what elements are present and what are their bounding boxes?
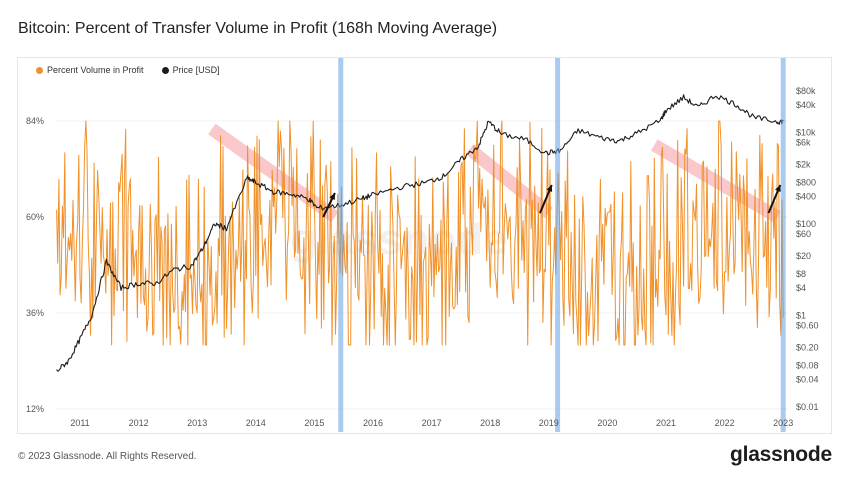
- copyright-footer: © 2023 Glassnode. All Rights Reserved.: [18, 451, 197, 462]
- x-tick-label: 2023: [773, 418, 793, 428]
- right-tick-label: $0.60: [796, 321, 819, 331]
- profit-line: [56, 120, 784, 346]
- right-tick-label: $6k: [796, 137, 811, 147]
- legend-item-price[interactable]: Price [USD]: [161, 65, 220, 75]
- left-tick-label: 84%: [26, 116, 44, 126]
- arrow-head-0: [329, 193, 335, 200]
- left-tick-label: 12%: [26, 404, 44, 414]
- x-tick-label: 2011: [70, 418, 89, 428]
- vertical-markers: [338, 58, 786, 432]
- x-tick-label: 2020: [597, 418, 617, 428]
- price-line: [56, 94, 784, 372]
- x-tick-label: 2014: [246, 418, 266, 428]
- x-tick-label: 2012: [129, 418, 149, 428]
- legend-dot-profit: [36, 66, 43, 74]
- right-tick-label: $2k: [796, 159, 811, 169]
- right-tick-label: $40k: [796, 100, 816, 110]
- profit-series: [56, 120, 784, 346]
- left-axis: 84% 60% 36% 12%: [26, 116, 44, 414]
- arrow-annotations: [322, 184, 782, 218]
- vertical-marker-2: [780, 58, 786, 432]
- right-tick-label: $800: [796, 178, 816, 188]
- x-tick-label: 2018: [480, 418, 500, 428]
- x-tick-label: 2017: [422, 418, 442, 428]
- right-tick-label: $0.20: [796, 342, 819, 352]
- legend-label-price: Price [USD]: [172, 65, 220, 75]
- right-tick-label: $4: [796, 283, 806, 293]
- x-tick-label: 2019: [539, 418, 559, 428]
- left-tick-label: 36%: [26, 308, 44, 318]
- x-tick-label: 2013: [187, 418, 207, 428]
- right-tick-label: $80k: [796, 86, 816, 96]
- arrow-head-1: [546, 185, 553, 192]
- x-tick-label: 2022: [715, 418, 735, 428]
- right-tick-label: $0.01: [796, 402, 819, 412]
- x-tick-label: 2015: [304, 418, 324, 428]
- right-tick-label: $20: [796, 251, 811, 261]
- right-tick-label: $0.08: [796, 361, 819, 371]
- chart-legend: Percent Volume in Profit Price [USD]: [36, 65, 220, 75]
- vertical-marker-1: [555, 58, 561, 432]
- right-tick-label: $8: [796, 269, 806, 279]
- legend-dot-price: [161, 66, 169, 74]
- right-tick-label: $400: [796, 191, 816, 201]
- price-series: [56, 94, 784, 372]
- right-tick-label: $10k: [796, 127, 816, 137]
- right-tick-label: $1: [796, 310, 806, 320]
- x-tick-label: 2021: [656, 418, 676, 428]
- right-tick-label: $60: [796, 229, 811, 239]
- left-tick-label: 60%: [26, 212, 44, 222]
- right-tick-label: $100: [796, 219, 816, 229]
- arrow-head-2: [775, 185, 781, 192]
- chart-frame: [17, 57, 832, 434]
- x-tick-label: 2016: [363, 418, 383, 428]
- chart-title: Bitcoin: Percent of Transfer Volume in P…: [18, 20, 498, 37]
- legend-label-profit: Percent Volume in Profit: [47, 65, 144, 75]
- legend-item-profit[interactable]: Percent Volume in Profit: [36, 65, 144, 75]
- right-tick-label: $0.04: [796, 374, 819, 384]
- glassnode-logo: glassnode: [729, 443, 832, 466]
- x-axis: 2011 2012 2013 2014 2015 2016 2017 2018 2019 2020…: [70, 418, 793, 428]
- right-axis: $80k $40k $10k$6k $2k $800 $400 $100$60 $20 $8 $4…: [796, 86, 819, 412]
- trend-band-1: [465, 143, 553, 219]
- vertical-marker-0: [338, 58, 344, 432]
